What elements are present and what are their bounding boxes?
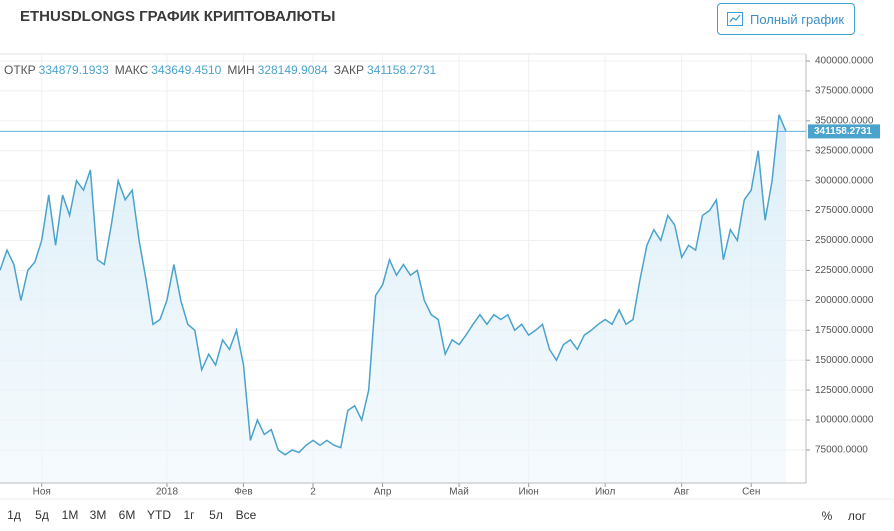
x-tick-label: 2 xyxy=(310,487,316,498)
y-tick-label: 250000.0000 xyxy=(815,235,874,246)
chart-icon xyxy=(727,12,743,26)
y-tick-label: 125000.0000 xyxy=(815,385,874,396)
y-tick-label: 350000.0000 xyxy=(815,115,874,126)
x-tick-label: Май xyxy=(449,487,469,498)
y-tick-label: 200000.0000 xyxy=(815,295,874,306)
ohlc-value: 341158.2731 xyxy=(367,63,437,77)
scale-option[interactable]: % xyxy=(822,509,833,523)
x-tick-label: Июл xyxy=(595,487,615,498)
range-button[interactable]: 6М xyxy=(119,508,136,522)
x-tick-label: Авг xyxy=(674,487,690,498)
y-tick-label: 375000.0000 xyxy=(815,86,874,97)
range-button[interactable]: 1М xyxy=(62,508,79,522)
range-button[interactable]: 3М xyxy=(90,508,107,522)
y-tick-label: 150000.0000 xyxy=(815,355,874,366)
title: ETHUSDLONGS ГРАФИК КРИПТОВАЛЮТЫ xyxy=(20,8,336,25)
ohlc-label: МАКС xyxy=(115,63,149,77)
ohlc-value: 343649.4510 xyxy=(151,63,221,77)
x-tick-label: 2018 xyxy=(156,487,179,498)
button-label: Полный график xyxy=(750,11,845,27)
y-tick-label: 225000.0000 xyxy=(815,265,874,276)
price-line xyxy=(0,114,787,456)
scale-option[interactable]: лог xyxy=(848,509,867,523)
range-button[interactable]: 1д xyxy=(7,508,21,522)
x-tick-label: Фев xyxy=(234,487,252,498)
range-button[interactable]: YTD xyxy=(147,508,171,522)
y-tick-label: 300000.0000 xyxy=(815,175,874,186)
ohlc-label: МИН xyxy=(227,63,254,77)
area-fill xyxy=(0,114,786,484)
x-tick-label: Июн xyxy=(519,487,539,498)
last-price-label: 341158.2731 xyxy=(814,126,872,137)
range-button[interactable]: Все xyxy=(236,508,257,522)
y-tick-label: 75000.0000 xyxy=(815,445,868,456)
range-button[interactable]: 5д xyxy=(35,508,49,522)
ohlc-label: ЗАКР xyxy=(334,63,364,77)
y-tick-label: 100000.0000 xyxy=(815,415,874,426)
y-tick-label: 175000.0000 xyxy=(815,325,874,336)
y-tick-label: 275000.0000 xyxy=(815,205,874,216)
ohlc-value: 328149.9084 xyxy=(258,63,328,77)
range-button[interactable]: 1г xyxy=(183,508,195,522)
range-button[interactable]: 5л xyxy=(209,508,223,522)
last-price-box xyxy=(808,124,880,139)
full-chart-button[interactable]: Полный график xyxy=(717,3,855,35)
x-tick-label: Ноя xyxy=(33,487,51,498)
y-tick-label: 325000.0000 xyxy=(815,145,874,156)
x-tick-label: Апр xyxy=(374,487,392,498)
ohlc-row: ОТКР 334879.1933 МАКС 343649.4510 МИН 328149.… xyxy=(4,63,436,77)
x-tick-label: Сен xyxy=(742,487,760,498)
y-tick-label: 400000.0000 xyxy=(815,56,874,67)
ohlc-label: ОТКР xyxy=(4,63,36,77)
ohlc-value: 334879.1933 xyxy=(39,63,109,77)
